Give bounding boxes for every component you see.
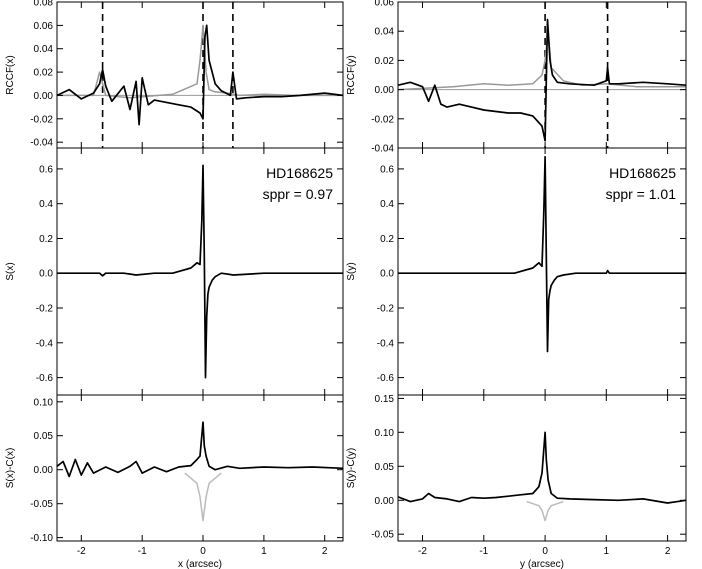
x-tick-label: -1 <box>479 546 488 557</box>
y-tick-label: -0.04 <box>371 144 394 155</box>
y-tick-label: 0.04 <box>34 44 54 55</box>
x-tick-label: 1 <box>604 546 610 557</box>
series-line <box>526 500 564 522</box>
series-group <box>57 24 343 126</box>
y-tick-label: 0.00 <box>34 91 54 102</box>
y-tick-label: -0.2 <box>377 304 395 315</box>
y-tick-label: 0.02 <box>375 56 395 67</box>
y-tick-label: 0.2 <box>380 234 394 245</box>
panel-y-rccf: -0.04 -0.02 0.00 0.02 0.04 0.06 RCCF(y) <box>346 0 687 155</box>
y-tick-label: 0.15 <box>375 394 395 405</box>
x-tick-label: -2 <box>418 546 427 557</box>
x-axis-label: y (arcsec) <box>520 559 564 569</box>
y-tick-label: -0.10 <box>30 533 53 544</box>
series-group <box>57 164 343 379</box>
x-tick-label: -1 <box>138 546 147 557</box>
panel-y-signal: -0.6 -0.4 -0.2 0.0 0.2 0.4 0.6 S(y) HD168625 sppr… <box>346 147 687 396</box>
series-line <box>57 164 343 379</box>
series-group <box>57 421 343 522</box>
y-axis-label: RCCF(y) <box>346 55 357 94</box>
y-tick-label: 0.06 <box>34 21 54 32</box>
y-axis-label: RCCF(x) <box>5 55 16 94</box>
y-tick-label: 0.00 <box>375 496 395 507</box>
y-tick-label: 0.00 <box>34 465 54 476</box>
y-tick-label: 0.4 <box>380 199 394 210</box>
y-axis-label: S(y)-C(y) <box>346 448 357 489</box>
y-tick-label: 0.6 <box>380 164 394 175</box>
panel-x-rccf: -0.04 -0.02 0.00 0.02 0.04 0.06 0.08 RCCF(x) <box>5 0 344 149</box>
y-tick-label: 0.6 <box>39 164 53 175</box>
plot-frame <box>56 394 344 542</box>
y-tick-label: 0.0 <box>380 269 394 280</box>
y-tick-label: -0.6 <box>377 373 395 384</box>
panel-y-residual: -0.05 0.00 0.05 0.10 0.15 -2 -1 0 1 2 S(y)-C(y) y (… <box>346 394 687 569</box>
series-line <box>398 18 686 142</box>
y-tick-label: 0.10 <box>375 428 395 439</box>
y-tick-label: -0.4 <box>36 338 54 349</box>
y-axis-label: S(x) <box>5 262 16 280</box>
y-tick-label: 0.00 <box>375 85 395 96</box>
y-tick-label: 0.10 <box>34 397 54 408</box>
series-line <box>398 30 686 91</box>
y-tick-label: 0.05 <box>375 462 395 473</box>
x-axis-label: x (arcsec) <box>178 559 222 569</box>
series-line <box>398 155 686 353</box>
y-tick-label: 0.4 <box>39 199 53 210</box>
annotation-text: sppr = 1.01 <box>606 186 677 202</box>
y-tick-label: -0.04 <box>30 138 53 149</box>
y-tick-label: -0.2 <box>36 304 54 315</box>
x-tick-label: 2 <box>665 546 671 557</box>
series-group <box>398 155 686 353</box>
x-tick-label: 0 <box>542 546 548 557</box>
y-tick-label: 0.06 <box>375 0 395 9</box>
x-tick-label: -2 <box>77 546 86 557</box>
y-tick-label: 0.02 <box>34 68 54 79</box>
y-tick-label: 0.08 <box>34 0 54 9</box>
panel-x-signal: -0.6 -0.4 -0.2 0.0 0.2 0.4 0.6 S(x) HD168625 sppr… <box>5 147 344 396</box>
y-tick-label: 0.04 <box>375 27 395 38</box>
y-tick-label: 0.2 <box>39 234 53 245</box>
x-tick-label: 1 <box>261 546 267 557</box>
series-group <box>398 431 686 522</box>
y-tick-label: -0.4 <box>377 338 395 349</box>
y-axis-label: S(y) <box>346 262 357 280</box>
y-tick-label: -0.6 <box>36 373 54 384</box>
series-group <box>398 18 686 142</box>
series-line <box>184 472 222 522</box>
y-axis-label: S(x)-C(x) <box>5 448 16 489</box>
y-tick-label: -0.02 <box>371 114 394 125</box>
x-tick-label: 2 <box>322 546 328 557</box>
annotation-text: HD168625 <box>609 165 676 181</box>
annotation-text: HD168625 <box>266 165 333 181</box>
y-tick-label: 0.05 <box>34 431 54 442</box>
y-tick-label: -0.05 <box>30 499 53 510</box>
series-line <box>57 24 343 126</box>
x-tick-label: 0 <box>200 546 206 557</box>
y-tick-label: 0.0 <box>39 269 53 280</box>
annotation-text: sppr = 0.97 <box>263 186 334 202</box>
series-line <box>398 431 686 504</box>
y-tick-label: -0.05 <box>371 530 394 541</box>
series-line <box>57 24 343 99</box>
series-line <box>57 421 343 478</box>
plot-frame <box>397 394 687 542</box>
panel-x-residual: -0.10 -0.05 0.00 0.05 0.10 -2 -1 0 1 2 S(x)-C(x) x … <box>5 394 344 569</box>
y-tick-label: -0.02 <box>30 114 53 125</box>
